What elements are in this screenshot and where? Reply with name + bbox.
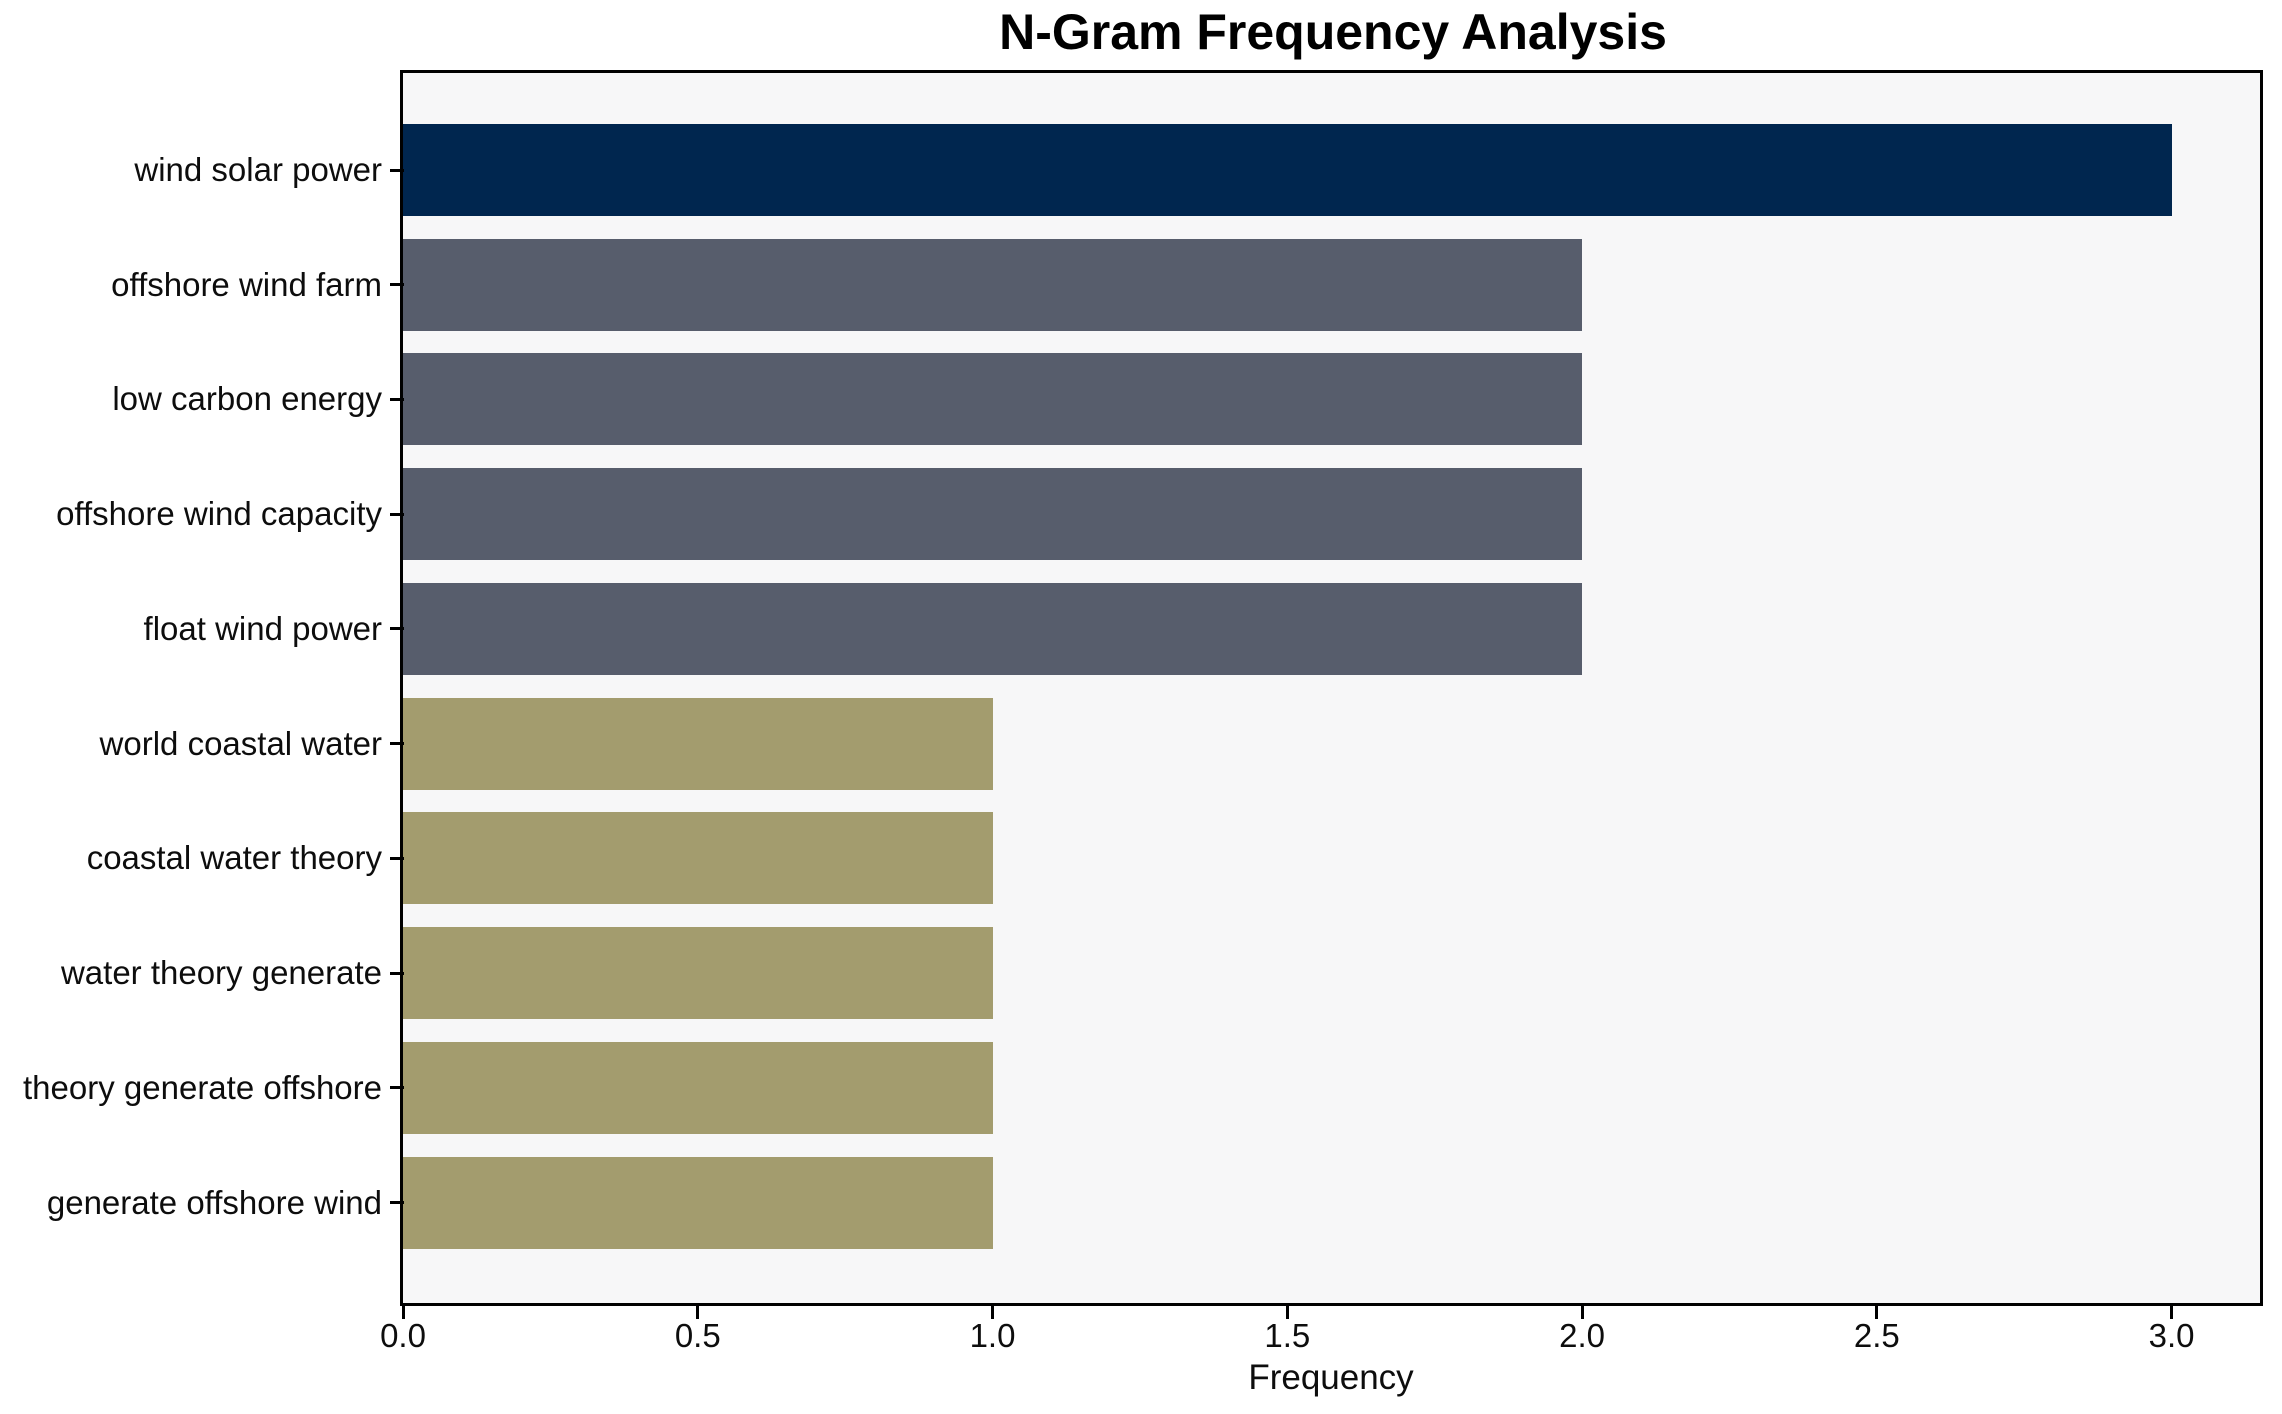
bar bbox=[403, 582, 1583, 675]
x-tick-mark bbox=[1285, 1306, 1289, 1319]
x-axis-label: Frequency bbox=[1248, 1358, 1414, 1397]
y-axis-category-label: theory generate offshore bbox=[23, 1068, 382, 1106]
x-tick-label: 0.0 bbox=[380, 1317, 426, 1354]
y-tick-mark bbox=[390, 627, 404, 631]
x-tick-label: 1.0 bbox=[969, 1317, 1016, 1354]
bar bbox=[403, 697, 993, 790]
x-tick-mark bbox=[1875, 1306, 1879, 1319]
x-tick-mark bbox=[401, 1306, 405, 1319]
bar bbox=[403, 812, 993, 905]
y-tick-mark bbox=[390, 397, 404, 401]
x-tick-label: 3.0 bbox=[2148, 1317, 2195, 1354]
chart-title: N-Gram Frequency Analysis bbox=[999, 4, 1667, 60]
bar bbox=[403, 1041, 993, 1134]
x-tick-label: 2.0 bbox=[1559, 1317, 1605, 1354]
y-axis-category-label: low carbon energy bbox=[112, 380, 382, 418]
x-tick-mark bbox=[696, 1306, 700, 1319]
bar bbox=[403, 927, 993, 1020]
y-axis-category-label: generate offshore wind bbox=[46, 1183, 382, 1221]
y-axis-category-label: offshore wind capacity bbox=[56, 495, 382, 533]
y-tick-mark bbox=[390, 283, 404, 287]
y-tick-mark bbox=[390, 512, 404, 516]
x-tick-label: 0.5 bbox=[674, 1317, 721, 1354]
bar bbox=[403, 124, 2172, 216]
y-axis-category-label: wind solar power bbox=[134, 151, 382, 188]
y-axis-category-label: float wind power bbox=[143, 609, 382, 647]
plot-area bbox=[400, 70, 2263, 1306]
x-tick-label: 2.5 bbox=[1853, 1317, 1900, 1354]
bar bbox=[403, 1156, 993, 1249]
x-tick-mark bbox=[991, 1306, 995, 1319]
y-tick-mark bbox=[390, 1201, 404, 1205]
y-axis-category-label: coastal water theory bbox=[86, 839, 382, 877]
y-axis-category-label: world coastal water bbox=[99, 724, 382, 762]
x-tick-mark bbox=[2170, 1306, 2174, 1319]
y-axis-category-label: water theory generate bbox=[60, 954, 382, 992]
y-tick-mark bbox=[390, 168, 404, 172]
bar bbox=[403, 468, 1583, 561]
y-axis-category-label: offshore wind farm bbox=[111, 265, 382, 303]
y-tick-mark bbox=[390, 856, 404, 860]
y-tick-mark bbox=[390, 742, 404, 746]
x-tick-mark bbox=[1580, 1306, 1584, 1319]
y-tick-mark bbox=[390, 1086, 404, 1090]
x-tick-label: 1.5 bbox=[1264, 1317, 1311, 1354]
bar bbox=[403, 238, 1583, 331]
bar bbox=[403, 353, 1583, 446]
y-tick-mark bbox=[390, 971, 404, 975]
